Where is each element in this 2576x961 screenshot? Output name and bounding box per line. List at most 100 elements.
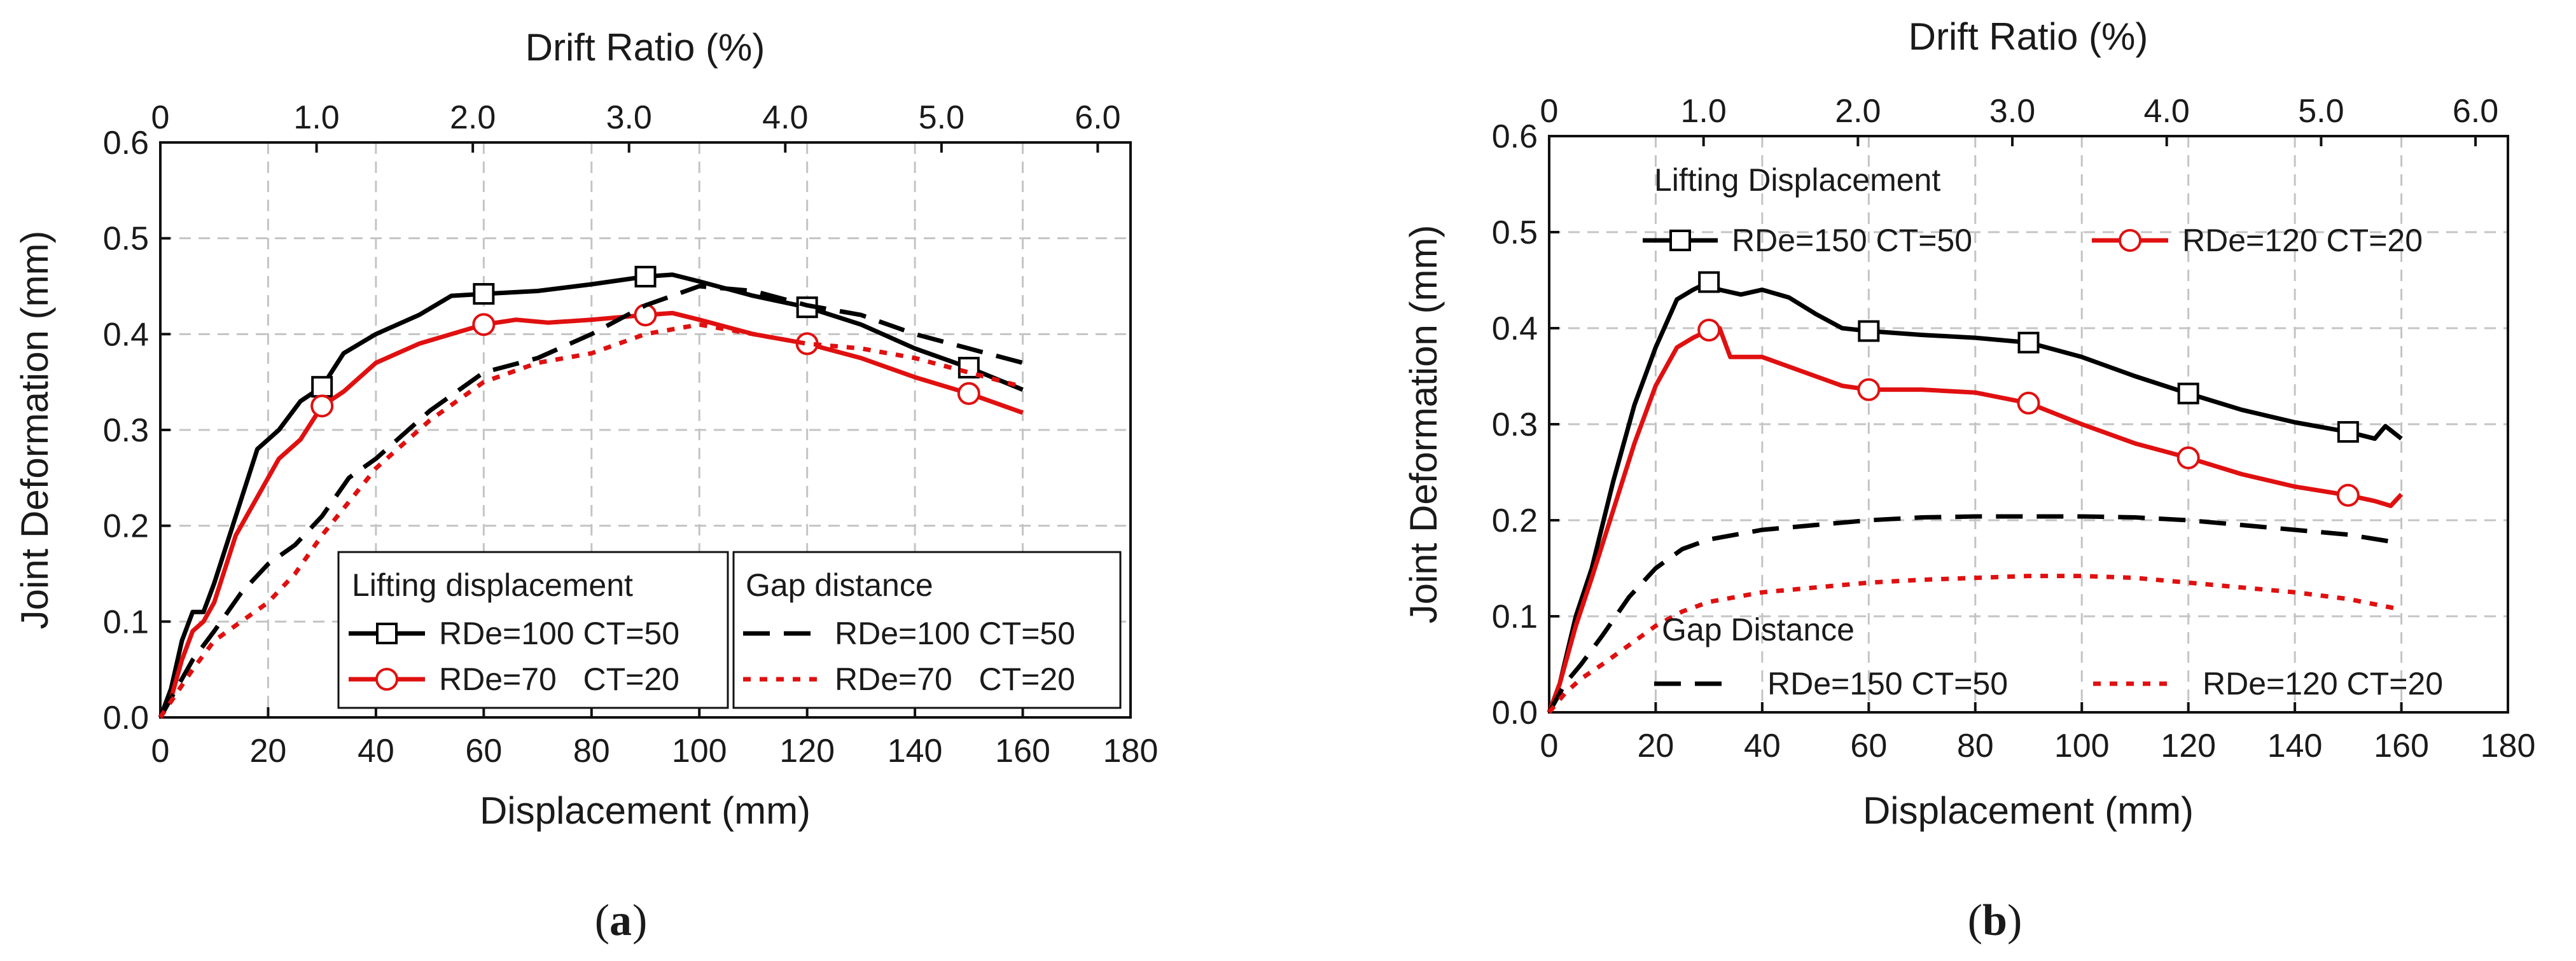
y-tick-label: 0.2 — [103, 508, 149, 545]
legend-group-lifting-a: Lifting displacement RDe=100 CT=50 RDe=7… — [337, 551, 729, 709]
x2-tick-label: 2.0 — [1835, 93, 1881, 130]
series-line-b-2 — [1547, 514, 2402, 714]
legend-box-gap-a — [732, 551, 1122, 709]
x2-tick-label: 5.0 — [919, 99, 964, 136]
x-tick-label: 140 — [888, 733, 943, 770]
x-tick-label: 100 — [672, 733, 727, 770]
series-marker-circle — [1697, 319, 1721, 342]
legend-label-b-s1: RDe=120 CT=20 — [2182, 223, 2423, 258]
legend-title-gap-b: Gap Distance — [1662, 612, 1855, 647]
x-tick-label: 0 — [1540, 728, 1559, 764]
series-marker-square — [634, 265, 657, 287]
legend-swatch-b-s0 — [1643, 230, 1718, 251]
series-line-a-3 — [158, 322, 1024, 719]
x2-tick-label: 3.0 — [606, 99, 652, 136]
x-tick-label: 0 — [151, 733, 170, 770]
legend-group-gap-a: Gap distance RDe=100 CT=50 RDe=70 CT=20 — [732, 551, 1122, 709]
caption-close-a: ) — [632, 896, 647, 945]
caption-a: ( — [595, 896, 609, 945]
x-tick-label: 120 — [2161, 728, 2216, 764]
x-tick-label: 180 — [2481, 728, 2536, 764]
series-marker-square — [1698, 271, 1720, 293]
legend-label-b-s0: RDe=150 CT=50 — [1732, 223, 1972, 258]
x-tick-label: 40 — [1744, 728, 1781, 764]
x-tick-label: 140 — [2267, 728, 2323, 764]
series-marker-circle — [310, 394, 334, 418]
x-tick-label: 20 — [1638, 728, 1674, 764]
series-line-a-0 — [158, 272, 1024, 719]
x-tick-label: 60 — [465, 733, 502, 770]
x-tick-label: 160 — [995, 733, 1050, 770]
x2-tick-label: 6.0 — [1075, 99, 1120, 136]
series-line-a-2 — [158, 284, 1024, 719]
series-marker-square — [2177, 382, 2199, 404]
x2-axis-title-a: Drift Ratio (%) — [526, 26, 765, 69]
x-tick-label: 80 — [573, 733, 610, 770]
y-tick-label: 0.2 — [1492, 502, 1538, 539]
y-tick-label: 0.3 — [1492, 406, 1538, 443]
y-tick-label: 0.3 — [103, 412, 149, 449]
legend-swatch-a-s0 — [349, 623, 425, 644]
caption-b: ( — [1968, 896, 1982, 945]
series-marker-square — [311, 376, 333, 398]
x2-tick-label: 3.0 — [1989, 93, 2035, 130]
legend-label-a-s3: RDe=70 CT=20 — [835, 661, 1075, 697]
legend-label-a-s0: RDe=100 CT=50 — [439, 616, 679, 651]
series-line-b-0 — [1547, 280, 2403, 714]
x2-tick-label: 0 — [151, 99, 170, 136]
x-tick-label: 80 — [1957, 728, 1994, 764]
x-axis-title-b: Displacement (mm) — [1863, 789, 2194, 832]
series-line-a-1 — [158, 310, 1024, 719]
x-axis-title-a: Displacement (mm) — [480, 789, 811, 832]
y-tick-label: 0.4 — [1492, 310, 1538, 347]
series-marker-square — [473, 283, 495, 305]
series-marker-square — [1858, 320, 1880, 342]
series-marker-square — [2337, 421, 2359, 443]
series-marker-circle — [1857, 378, 1881, 401]
legend-title-lifting-b: Lifting Displacement — [1654, 162, 1940, 198]
y-tick-label: 0.6 — [1492, 118, 1538, 155]
x2-tick-label: 5.0 — [2298, 93, 2344, 130]
x2-tick-label: 4.0 — [762, 99, 808, 136]
x-tick-label: 20 — [250, 733, 287, 770]
legend-label-b-s2: RDe=150 CT=50 — [1767, 666, 2008, 702]
y-tick-label: 0.0 — [103, 700, 149, 736]
series-marker-square — [957, 357, 980, 379]
x2-tick-label: 2.0 — [450, 99, 496, 136]
series-line-b-1 — [1547, 326, 2404, 714]
y-ticks-b: 0.0 0.1 0.2 0.3 0.4 0.5 0.6 — [1492, 118, 1559, 731]
x2-tick-label: 1.0 — [293, 99, 339, 136]
legend-label-a-s2: RDe=100 CT=50 — [835, 616, 1075, 651]
x2-tick-label: 6.0 — [2453, 93, 2498, 130]
x2-tick-label: 1.0 — [1681, 93, 1727, 130]
y-tick-label: 0.4 — [103, 316, 149, 353]
series-marker-circle — [957, 382, 980, 405]
chart-panel-a: 0 20 40 60 80 100 120 140 160 180 0.0 0.1 0.2 0.3 0.4… — [13, 26, 1158, 945]
y-tick-label: 0.1 — [103, 604, 149, 640]
legend-swatch-b-s1 — [2092, 229, 2168, 252]
legend-box-lifting-a — [337, 551, 729, 709]
legend-label-a-s1: RDe=70 CT=20 — [439, 661, 679, 697]
chart-panel-b: 0 20 40 60 80 100 120 140 160 180 0.0 0.1 0.2 0.3 0.4… — [1402, 15, 2535, 945]
series-marker-circle — [2017, 391, 2040, 415]
y-tick-label: 0.1 — [1492, 598, 1538, 635]
legend-title-lifting-a: Lifting displacement — [352, 567, 633, 603]
x2-tick-label: 4.0 — [2144, 93, 2190, 130]
x2-tick-label: 0 — [1540, 93, 1559, 130]
caption-close-b: ) — [2007, 896, 2022, 945]
y-tick-label: 0.5 — [103, 221, 149, 258]
x-tick-label: 100 — [2054, 728, 2110, 764]
x2-ticks-b: 0 1.0 2.0 3.0 4.0 5.0 6.0 — [1540, 93, 2498, 146]
legend-group-gap-b: Gap Distance RDe=150 CT=50 RDe=120 CT=20 — [1654, 612, 2443, 702]
x-tick-label: 60 — [1850, 728, 1887, 764]
x2-axis-title-b: Drift Ratio (%) — [1909, 15, 2148, 58]
y-tick-label: 0.6 — [103, 125, 149, 162]
series-marker-circle — [2176, 446, 2200, 469]
legend-group-lifting-b: Lifting Displacement RDe=150 CT=50 RDe=1… — [1643, 162, 2423, 258]
x-tick-label: 120 — [779, 733, 835, 770]
legend-title-gap-a: Gap distance — [746, 567, 933, 603]
series-b — [1547, 271, 2404, 714]
y-tick-label: 0.5 — [1492, 214, 1538, 251]
series-marker-circle — [2336, 483, 2360, 507]
